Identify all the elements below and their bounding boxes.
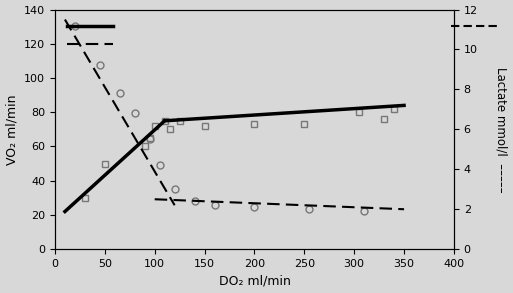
- Y-axis label: VO₂ ml/min: VO₂ ml/min: [6, 94, 18, 165]
- X-axis label: DO₂ ml/min: DO₂ ml/min: [219, 275, 290, 287]
- Y-axis label: Lactate mmol/l  –––––: Lactate mmol/l –––––: [495, 67, 507, 192]
